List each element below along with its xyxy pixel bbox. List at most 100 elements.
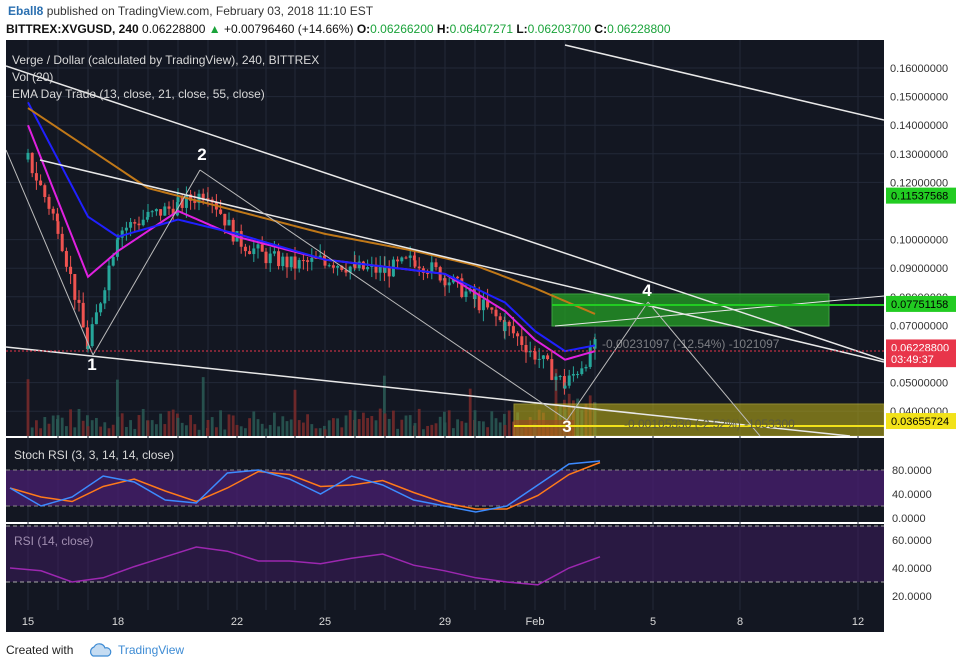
price-tags: 0.115375680.077511580.0622880003:49:370.… bbox=[886, 187, 956, 430]
wave-label-1: 1 bbox=[87, 355, 96, 374]
volume-bar bbox=[56, 415, 60, 436]
volume-bar bbox=[65, 426, 68, 436]
candle-body bbox=[533, 351, 537, 360]
time-axis-label: 5 bbox=[650, 616, 656, 628]
high-label: H: bbox=[436, 22, 450, 36]
volume-bar bbox=[107, 428, 111, 436]
price-axis-label: 0.12000000 bbox=[890, 177, 948, 189]
volume-bar bbox=[201, 377, 205, 436]
rsi-plot bbox=[6, 525, 884, 586]
wave-label-4: 4 bbox=[642, 281, 652, 300]
candle-body bbox=[171, 208, 175, 216]
candle-body bbox=[353, 262, 357, 269]
low-label: L: bbox=[516, 22, 528, 36]
volume-bar bbox=[297, 420, 301, 436]
volume-bar bbox=[302, 422, 305, 436]
candle-body bbox=[408, 255, 412, 258]
elliott-wave-segment bbox=[92, 169, 201, 356]
elliott-wave-segment bbox=[199, 169, 568, 421]
candle-body bbox=[550, 359, 554, 380]
price-tag-text: 03:49:37 bbox=[891, 354, 934, 366]
volume-bar bbox=[120, 413, 124, 436]
candle-body bbox=[73, 274, 77, 300]
tradingview-cloud-icon bbox=[90, 643, 112, 657]
volume-bar bbox=[146, 420, 150, 436]
candle-body bbox=[189, 194, 193, 201]
candle-body bbox=[378, 266, 382, 273]
publish-bar: Eball8 published on TradingView.com, Feb… bbox=[0, 0, 962, 22]
volume-bar bbox=[180, 422, 184, 436]
candle-body bbox=[145, 217, 149, 220]
volume-bar bbox=[215, 427, 218, 436]
volume-bar bbox=[111, 424, 115, 436]
volume-bar bbox=[443, 422, 447, 436]
time-axis-label: 15 bbox=[22, 616, 34, 628]
volume-bar bbox=[223, 429, 227, 436]
price-axis-label: 0.09000000 bbox=[890, 263, 948, 275]
rsi-axis-label: 60.0000 bbox=[892, 535, 932, 547]
volume-bar bbox=[357, 419, 361, 436]
volume-bar bbox=[99, 426, 102, 436]
time-axis-pane[interactable] bbox=[6, 610, 884, 632]
candle-body bbox=[524, 344, 528, 353]
volume-bar bbox=[206, 419, 210, 436]
price-tag-text: 0.11537568 bbox=[891, 191, 948, 203]
candle-body bbox=[264, 251, 268, 264]
stoch-d-line bbox=[9, 461, 601, 510]
candle-body bbox=[301, 260, 305, 262]
volume-bar bbox=[456, 419, 459, 436]
volume-bar bbox=[323, 429, 327, 436]
volume-bar bbox=[197, 429, 201, 436]
volume-bar bbox=[348, 410, 352, 436]
last-price: 0.06228800 bbox=[142, 22, 206, 36]
candle-body bbox=[456, 276, 460, 279]
price-axis-label: 0.07000000 bbox=[890, 320, 948, 332]
volume-bar bbox=[26, 379, 30, 436]
volume-bar bbox=[141, 408, 145, 436]
volume-bar bbox=[86, 426, 90, 436]
candle-body bbox=[55, 213, 59, 222]
volume-bar bbox=[327, 420, 331, 436]
candle-body bbox=[30, 152, 34, 174]
price-tag-text: 0.07751158 bbox=[891, 299, 948, 311]
candle-body bbox=[107, 265, 111, 291]
candle-body bbox=[201, 193, 205, 201]
volume-bar bbox=[137, 415, 141, 436]
volume-bar bbox=[430, 424, 434, 436]
volume-bar bbox=[281, 416, 285, 436]
volume-bar bbox=[125, 427, 128, 436]
candle-body bbox=[133, 222, 137, 224]
volume-bar bbox=[460, 421, 464, 436]
volume-bar bbox=[193, 424, 197, 436]
volume-bar bbox=[482, 421, 485, 436]
author-name[interactable]: Eball8 bbox=[8, 4, 44, 18]
candle-body bbox=[503, 321, 507, 332]
volume-bar bbox=[231, 415, 235, 436]
candle-body bbox=[163, 206, 167, 216]
stoch-band bbox=[6, 470, 884, 506]
candle-body bbox=[69, 266, 73, 275]
candle-body bbox=[366, 267, 370, 270]
volume-bar bbox=[314, 428, 318, 436]
candle-body bbox=[331, 265, 335, 268]
tradingview-brand[interactable]: TradingView bbox=[118, 643, 185, 657]
time-axis-label: 22 bbox=[231, 616, 243, 628]
volume-bar bbox=[239, 426, 243, 436]
stoch-plot bbox=[6, 460, 884, 513]
candle-body bbox=[336, 265, 340, 268]
candle-body bbox=[460, 278, 464, 297]
candle-body bbox=[219, 209, 223, 214]
price-axis-pane[interactable] bbox=[884, 40, 962, 632]
volume-bar bbox=[129, 420, 132, 436]
candle-body bbox=[344, 269, 348, 273]
rsi-line bbox=[9, 546, 601, 586]
volume-bar bbox=[490, 411, 494, 436]
volume-bar bbox=[116, 416, 120, 436]
low-value: 0.06203700 bbox=[527, 22, 592, 36]
volume-bar bbox=[344, 415, 348, 436]
ema21-line bbox=[27, 101, 596, 353]
rsi-band bbox=[6, 526, 884, 582]
candle-body bbox=[231, 219, 235, 242]
candle-body bbox=[464, 291, 468, 297]
